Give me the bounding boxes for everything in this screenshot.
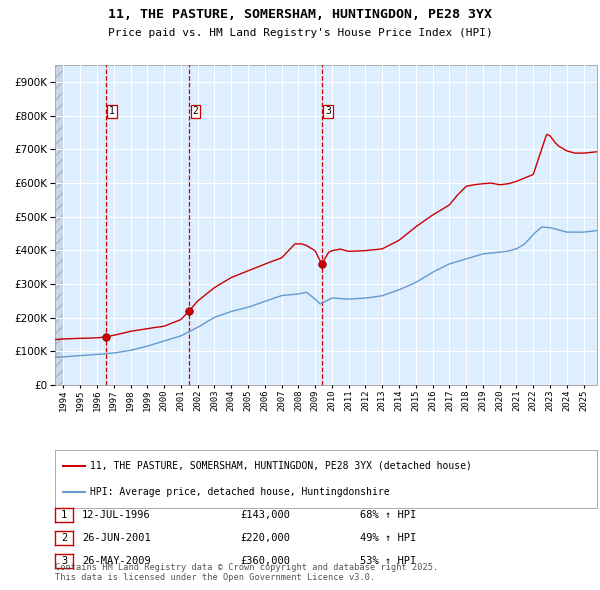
Text: 26-JUN-2001: 26-JUN-2001: [82, 533, 151, 543]
Text: 26-MAY-2009: 26-MAY-2009: [82, 556, 151, 566]
Text: £360,000: £360,000: [240, 556, 290, 566]
Text: 11, THE PASTURE, SOMERSHAM, HUNTINGDON, PE28 3YX: 11, THE PASTURE, SOMERSHAM, HUNTINGDON, …: [108, 8, 492, 21]
Text: 11, THE PASTURE, SOMERSHAM, HUNTINGDON, PE28 3YX (detached house): 11, THE PASTURE, SOMERSHAM, HUNTINGDON, …: [90, 461, 472, 471]
Text: 1: 1: [61, 510, 67, 520]
Text: 12-JUL-1996: 12-JUL-1996: [82, 510, 151, 520]
Text: 53% ↑ HPI: 53% ↑ HPI: [360, 556, 416, 566]
Text: 3: 3: [325, 106, 331, 116]
Text: 3: 3: [61, 556, 67, 566]
Text: £220,000: £220,000: [240, 533, 290, 543]
Text: 2: 2: [61, 533, 67, 543]
Text: Contains HM Land Registry data © Crown copyright and database right 2025.
This d: Contains HM Land Registry data © Crown c…: [55, 563, 438, 582]
Text: HPI: Average price, detached house, Huntingdonshire: HPI: Average price, detached house, Hunt…: [90, 487, 390, 497]
Text: 68% ↑ HPI: 68% ↑ HPI: [360, 510, 416, 520]
Text: £143,000: £143,000: [240, 510, 290, 520]
Text: Price paid vs. HM Land Registry's House Price Index (HPI): Price paid vs. HM Land Registry's House …: [107, 28, 493, 38]
Text: 2: 2: [192, 106, 198, 116]
Bar: [55, 65, 64, 385]
Bar: [55, 65, 64, 385]
Text: 49% ↑ HPI: 49% ↑ HPI: [360, 533, 416, 543]
Text: 1: 1: [109, 106, 115, 116]
